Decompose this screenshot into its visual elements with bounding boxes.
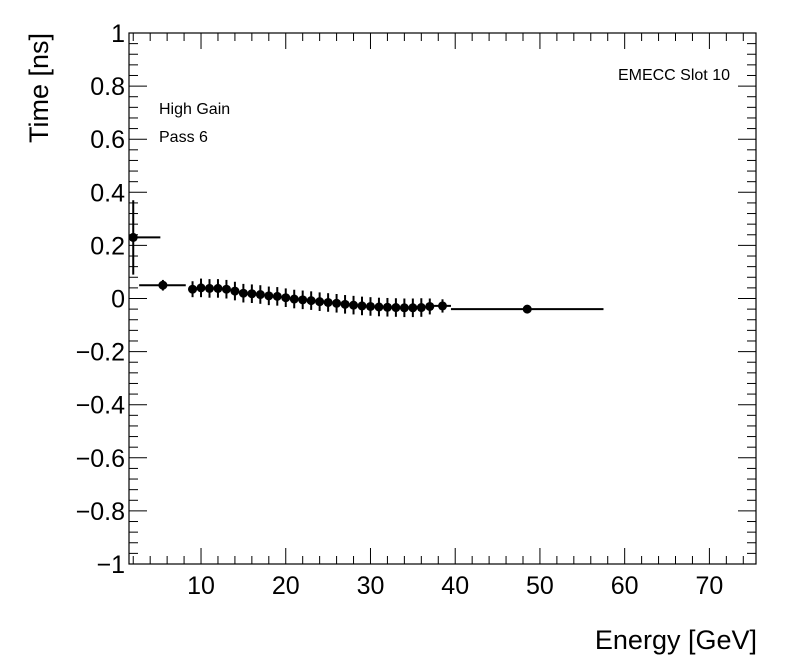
data-point bbox=[238, 283, 248, 303]
data-point bbox=[315, 292, 325, 311]
y-tick-label: −0.6 bbox=[76, 445, 125, 473]
marker bbox=[340, 299, 350, 309]
x-tick-label: 60 bbox=[611, 572, 639, 600]
major-ticks bbox=[129, 32, 756, 565]
y-tick-label: 0.6 bbox=[90, 126, 125, 154]
marker bbox=[357, 301, 367, 311]
x-tick-label: 10 bbox=[187, 572, 215, 600]
data-point bbox=[281, 288, 291, 307]
annotation-slot: EMECC Slot 10 bbox=[618, 67, 730, 84]
data-point bbox=[298, 290, 308, 310]
marker bbox=[315, 297, 325, 307]
x-tick-label: 20 bbox=[272, 572, 300, 600]
data-point bbox=[323, 293, 333, 312]
data-point bbox=[450, 304, 604, 314]
data-point bbox=[128, 200, 161, 275]
marker bbox=[196, 283, 206, 293]
x-tick-label: 30 bbox=[357, 572, 385, 600]
data-point bbox=[374, 297, 384, 317]
marker bbox=[306, 296, 316, 306]
marker bbox=[323, 297, 333, 307]
data-point bbox=[204, 279, 214, 298]
marker bbox=[281, 293, 291, 303]
data-point bbox=[340, 295, 350, 314]
marker bbox=[365, 301, 375, 311]
y-tick-label: −0.2 bbox=[76, 339, 125, 367]
data-point bbox=[188, 281, 198, 298]
marker bbox=[391, 303, 401, 313]
y-tick-label: −0.8 bbox=[76, 498, 125, 526]
marker bbox=[382, 302, 392, 312]
marker bbox=[264, 291, 274, 301]
marker bbox=[221, 284, 231, 294]
y-tick-label: 0.8 bbox=[90, 73, 125, 101]
data-point bbox=[255, 285, 265, 304]
data-point bbox=[264, 286, 274, 306]
data-point bbox=[213, 279, 223, 298]
data-point bbox=[221, 279, 231, 299]
y-axis-label: Time [ns] bbox=[24, 33, 54, 143]
marker bbox=[349, 300, 359, 310]
marker bbox=[416, 303, 426, 313]
data-point bbox=[272, 287, 282, 306]
marker bbox=[425, 301, 435, 311]
data-point bbox=[332, 293, 342, 313]
data-point bbox=[382, 297, 392, 317]
data-point bbox=[230, 281, 240, 301]
marker bbox=[238, 288, 248, 298]
marker bbox=[230, 286, 240, 296]
x-tick-label: 40 bbox=[441, 572, 469, 600]
y-tick-label: 0.2 bbox=[90, 232, 125, 260]
marker bbox=[399, 303, 409, 313]
y-tick-label: −0.4 bbox=[76, 392, 125, 420]
data-points bbox=[128, 200, 604, 318]
data-point bbox=[289, 289, 299, 309]
marker bbox=[289, 294, 299, 304]
y-tick-label: −1 bbox=[96, 551, 125, 579]
data-point bbox=[139, 279, 186, 291]
marker bbox=[158, 280, 168, 290]
marker bbox=[374, 302, 384, 312]
data-point bbox=[399, 298, 409, 318]
minor-ticks bbox=[129, 33, 756, 564]
data-point bbox=[391, 298, 401, 317]
y-tick-label: 0 bbox=[111, 286, 125, 314]
marker bbox=[128, 232, 138, 242]
marker bbox=[272, 291, 282, 301]
x-axis-label: Energy [GeV] bbox=[595, 625, 757, 655]
data-point bbox=[365, 297, 375, 316]
marker bbox=[332, 298, 342, 308]
data-point bbox=[247, 284, 257, 304]
data-point bbox=[408, 298, 418, 318]
marker bbox=[522, 304, 532, 314]
data-point bbox=[349, 295, 359, 315]
data-point bbox=[425, 298, 435, 315]
annotation-pass: Pass 6 bbox=[159, 129, 208, 146]
data-point bbox=[306, 291, 316, 310]
marker bbox=[247, 289, 257, 299]
marker bbox=[408, 303, 418, 313]
data-point bbox=[357, 296, 367, 316]
annotation-gain: High Gain bbox=[159, 101, 230, 118]
marker bbox=[298, 295, 308, 305]
y-tick-labels: −1 −0.8 −0.6 −0.4 −0.2 0 0.2 0.4 0.6 0.8 1 bbox=[76, 20, 125, 579]
marker bbox=[213, 283, 223, 293]
y-tick-label: 1 bbox=[111, 20, 125, 48]
data-point bbox=[434, 299, 451, 313]
marker bbox=[188, 284, 198, 294]
x-tick-label: 50 bbox=[526, 572, 554, 600]
x-tick-labels: 10 20 30 40 50 60 70 bbox=[187, 572, 723, 600]
marker bbox=[255, 290, 265, 300]
y-tick-label: 0.4 bbox=[90, 179, 125, 207]
data-point bbox=[416, 298, 426, 317]
x-tick-label: 70 bbox=[695, 572, 723, 600]
marker bbox=[204, 283, 214, 293]
marker bbox=[438, 301, 447, 311]
data-point bbox=[196, 278, 206, 298]
